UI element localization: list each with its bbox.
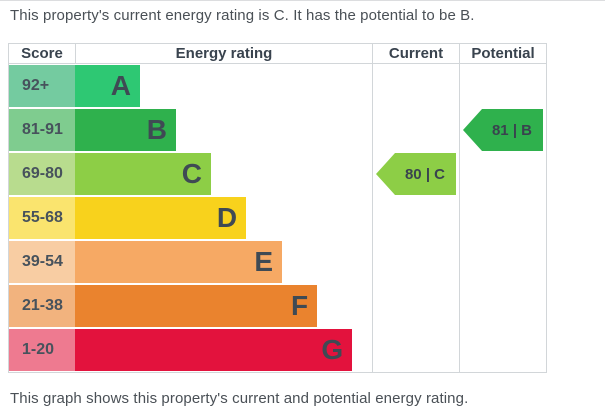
bar-track-b: B: [75, 108, 372, 152]
band-letter-b: B: [146, 114, 167, 145]
score-range-a: 92+: [22, 77, 50, 94]
current-rating-arrow: 80 | C: [376, 153, 456, 195]
potential-rating-arrow: 81 | B: [463, 109, 543, 151]
score-range-g: 1-20: [22, 341, 55, 358]
score-cell-f: 21-38: [9, 285, 75, 327]
rating-bar-a: A: [75, 65, 141, 107]
band-letter-d: D: [216, 202, 238, 233]
band-letter-a: A: [110, 70, 132, 101]
potential-rating-value: 81 | B: [492, 122, 532, 139]
band-letter-c: C: [181, 158, 203, 189]
band-letter-f: F: [290, 290, 309, 321]
bar-track-f: F: [75, 284, 372, 328]
bar-track-c: C: [75, 152, 372, 196]
score-range-d: 55-68: [22, 209, 63, 226]
score-cell-d: 55-68: [9, 197, 75, 239]
current-rating-summary: This property's current energy rating is…: [10, 7, 475, 24]
current-column: 80 | C: [372, 64, 459, 372]
energy-rating-table: Score Energy rating Current Potential 92…: [8, 43, 547, 373]
graph-description: This graph shows this property's current…: [10, 390, 469, 407]
score-cell-g: 1-20: [9, 329, 75, 371]
header-current: Current: [372, 44, 459, 64]
rating-bar-g: G: [75, 329, 353, 371]
score-range-e: 39-54: [22, 253, 63, 270]
current-rating-value: 80 | C: [405, 166, 445, 183]
rating-bar-b: B: [75, 109, 176, 151]
header-score: Score: [9, 44, 75, 64]
bar-track-a: A: [75, 64, 372, 108]
band-letter-g: G: [321, 334, 344, 365]
header-potential: Potential: [459, 44, 546, 64]
potential-column: 81 | B: [459, 64, 546, 372]
band-letter-e: E: [254, 246, 273, 277]
score-cell-a: 92+: [9, 65, 75, 107]
score-cell-b: 81-91: [9, 109, 75, 151]
score-cell-c: 69-80: [9, 153, 75, 195]
left-pointer-icon: 81 | B: [463, 109, 543, 151]
score-cell-e: 39-54: [9, 241, 75, 283]
bar-track-e: E: [75, 240, 372, 284]
rating-bar-d: D: [75, 197, 247, 239]
rating-bar-c: C: [75, 153, 212, 195]
score-range-f: 21-38: [22, 297, 63, 314]
header-energy-rating: Energy rating: [75, 44, 372, 64]
score-range-c: 69-80: [22, 165, 63, 182]
rating-bar-e: E: [75, 241, 282, 283]
rating-bar-f: F: [75, 285, 318, 327]
bar-track-d: D: [75, 196, 372, 240]
score-range-b: 81-91: [22, 121, 63, 138]
left-pointer-icon: 80 | C: [376, 153, 456, 195]
bar-track-g: G: [75, 328, 372, 372]
